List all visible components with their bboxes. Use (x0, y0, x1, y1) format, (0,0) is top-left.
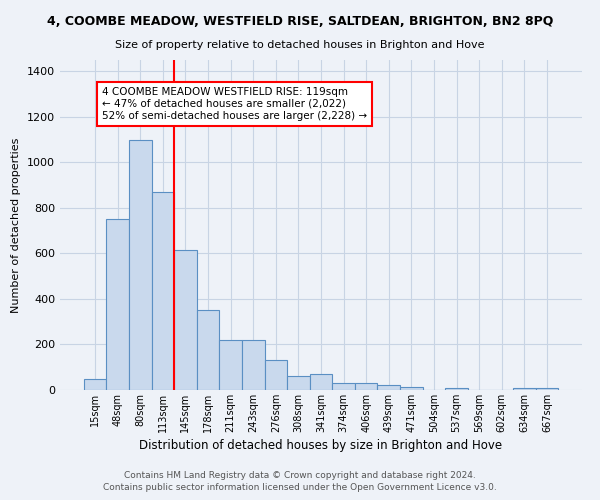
Bar (310, 374, 332, 390)
Bar (445, 388, 468, 390)
Bar (174, 250, 197, 390)
Bar (84, 380, 106, 390)
Bar (332, 383, 355, 390)
Bar (242, 340, 265, 390)
Y-axis label: Number of detached properties: Number of detached properties (11, 138, 22, 312)
Bar (265, 360, 287, 390)
Text: 4 COOMBE MEADOW WESTFIELD RISE: 119sqm
← 47% of detached houses are smaller (2,0: 4 COOMBE MEADOW WESTFIELD RISE: 119sqm ←… (102, 88, 367, 120)
Bar (152, 192, 174, 390)
Text: 4, COOMBE MEADOW, WESTFIELD RISE, SALTDEAN, BRIGHTON, BN2 8PQ: 4, COOMBE MEADOW, WESTFIELD RISE, SALTDE… (47, 15, 553, 28)
Text: Contains HM Land Registry data © Crown copyright and database right 2024.: Contains HM Land Registry data © Crown c… (124, 471, 476, 480)
X-axis label: Distribution of detached houses by size in Brighton and Hove: Distribution of detached houses by size … (139, 439, 503, 452)
Bar (536, 388, 558, 390)
Bar (220, 340, 242, 390)
Bar (106, 220, 129, 390)
Bar (197, 310, 220, 390)
Bar (400, 388, 422, 390)
Bar (377, 386, 400, 390)
Bar (513, 388, 536, 390)
Bar (355, 383, 377, 390)
Bar (129, 140, 152, 390)
Text: Size of property relative to detached houses in Brighton and Hove: Size of property relative to detached ho… (115, 40, 485, 50)
Bar (287, 376, 310, 390)
Text: Contains public sector information licensed under the Open Government Licence v3: Contains public sector information licen… (103, 484, 497, 492)
